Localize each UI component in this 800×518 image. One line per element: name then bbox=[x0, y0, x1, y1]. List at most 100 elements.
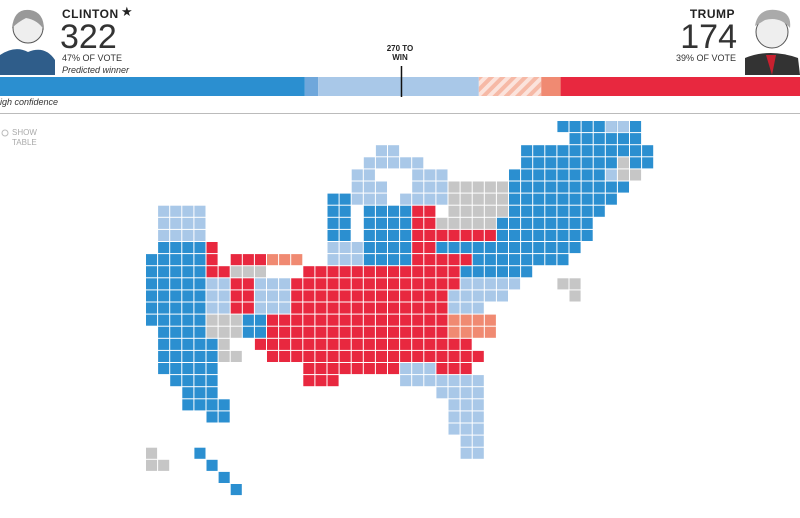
map-tile bbox=[521, 266, 533, 278]
map-tile bbox=[617, 157, 629, 169]
map-tile bbox=[400, 350, 412, 362]
map-tile bbox=[267, 290, 279, 302]
map-tile bbox=[363, 314, 375, 326]
map-tile bbox=[375, 181, 387, 193]
map-tile bbox=[448, 217, 460, 229]
map-tile bbox=[206, 459, 218, 471]
map-tile bbox=[194, 314, 206, 326]
map-tile bbox=[158, 205, 170, 217]
map-tile bbox=[206, 387, 218, 399]
map-tile bbox=[593, 121, 605, 133]
map-tile bbox=[400, 375, 412, 387]
map-tile bbox=[315, 363, 327, 375]
map-tile bbox=[218, 411, 230, 423]
map-tile bbox=[496, 278, 508, 290]
map-tile bbox=[557, 205, 569, 217]
map-tile bbox=[521, 217, 533, 229]
map-tile bbox=[472, 193, 484, 205]
map-tile bbox=[303, 314, 315, 326]
map-tile bbox=[146, 314, 158, 326]
map-tile bbox=[484, 181, 496, 193]
map-tile bbox=[400, 229, 412, 241]
map-tile bbox=[484, 254, 496, 266]
map-tile bbox=[351, 278, 363, 290]
map-tile bbox=[375, 242, 387, 254]
map-tile bbox=[496, 266, 508, 278]
map-tile bbox=[339, 266, 351, 278]
map-tile bbox=[254, 266, 266, 278]
map-tile bbox=[460, 338, 472, 350]
clinton-name: CLINTON bbox=[62, 7, 119, 21]
map-tile bbox=[642, 145, 654, 157]
map-tile bbox=[593, 145, 605, 157]
marker-label: 270 TO WIN bbox=[386, 44, 414, 62]
map-tile bbox=[569, 181, 581, 193]
map-tile bbox=[593, 181, 605, 193]
map-tile bbox=[206, 399, 218, 411]
map-tile bbox=[424, 302, 436, 314]
map-tile bbox=[194, 363, 206, 375]
map-tile bbox=[351, 363, 363, 375]
map-tile bbox=[206, 254, 218, 266]
map-tile bbox=[484, 266, 496, 278]
map-tile bbox=[581, 217, 593, 229]
map-tile bbox=[218, 278, 230, 290]
map-tile bbox=[460, 423, 472, 435]
map-tile bbox=[388, 254, 400, 266]
map-tile bbox=[400, 157, 412, 169]
map-tile bbox=[436, 278, 448, 290]
map-tile bbox=[448, 363, 460, 375]
map-tile bbox=[363, 338, 375, 350]
map-tile bbox=[182, 399, 194, 411]
map-tile bbox=[158, 242, 170, 254]
map-tile bbox=[182, 375, 194, 387]
map-tile bbox=[170, 217, 182, 229]
map-tile bbox=[569, 169, 581, 181]
map-tile bbox=[291, 338, 303, 350]
map-tile bbox=[351, 266, 363, 278]
map-tile bbox=[327, 229, 339, 241]
map-tile bbox=[327, 193, 339, 205]
clinton-ev: 322 bbox=[60, 18, 117, 56]
map-tile bbox=[557, 242, 569, 254]
map-tile bbox=[170, 314, 182, 326]
map-tile bbox=[254, 254, 266, 266]
map-tile bbox=[291, 254, 303, 266]
map-tile bbox=[327, 242, 339, 254]
map-tile bbox=[521, 193, 533, 205]
map-tile bbox=[509, 254, 521, 266]
map-tile bbox=[206, 242, 218, 254]
map-tile bbox=[388, 278, 400, 290]
map-tile bbox=[569, 242, 581, 254]
map-tile bbox=[448, 338, 460, 350]
map-tile bbox=[218, 314, 230, 326]
map-tile bbox=[448, 266, 460, 278]
map-tile bbox=[557, 193, 569, 205]
map-tile bbox=[424, 254, 436, 266]
map-tile bbox=[182, 302, 194, 314]
map-tile bbox=[545, 229, 557, 241]
map-tile bbox=[545, 242, 557, 254]
map-tile bbox=[206, 338, 218, 350]
map-tile bbox=[448, 290, 460, 302]
show-table[interactable]: SHOW TABLE bbox=[12, 128, 37, 147]
map-tile bbox=[375, 266, 387, 278]
map-tile bbox=[472, 278, 484, 290]
map-tile bbox=[242, 290, 254, 302]
electoral-bar bbox=[0, 66, 800, 97]
map-tile bbox=[448, 375, 460, 387]
map-tile bbox=[557, 278, 569, 290]
map-tile bbox=[303, 302, 315, 314]
map-tile bbox=[472, 217, 484, 229]
map-tile bbox=[424, 363, 436, 375]
map-tile bbox=[581, 181, 593, 193]
map-tile bbox=[424, 326, 436, 338]
map-tile bbox=[291, 350, 303, 362]
map-tile bbox=[279, 314, 291, 326]
map-tile bbox=[509, 242, 521, 254]
map-tile bbox=[182, 290, 194, 302]
map-tile bbox=[448, 387, 460, 399]
map-tile bbox=[472, 423, 484, 435]
trump-name: TRUMP bbox=[689, 7, 735, 21]
map-tile bbox=[363, 278, 375, 290]
